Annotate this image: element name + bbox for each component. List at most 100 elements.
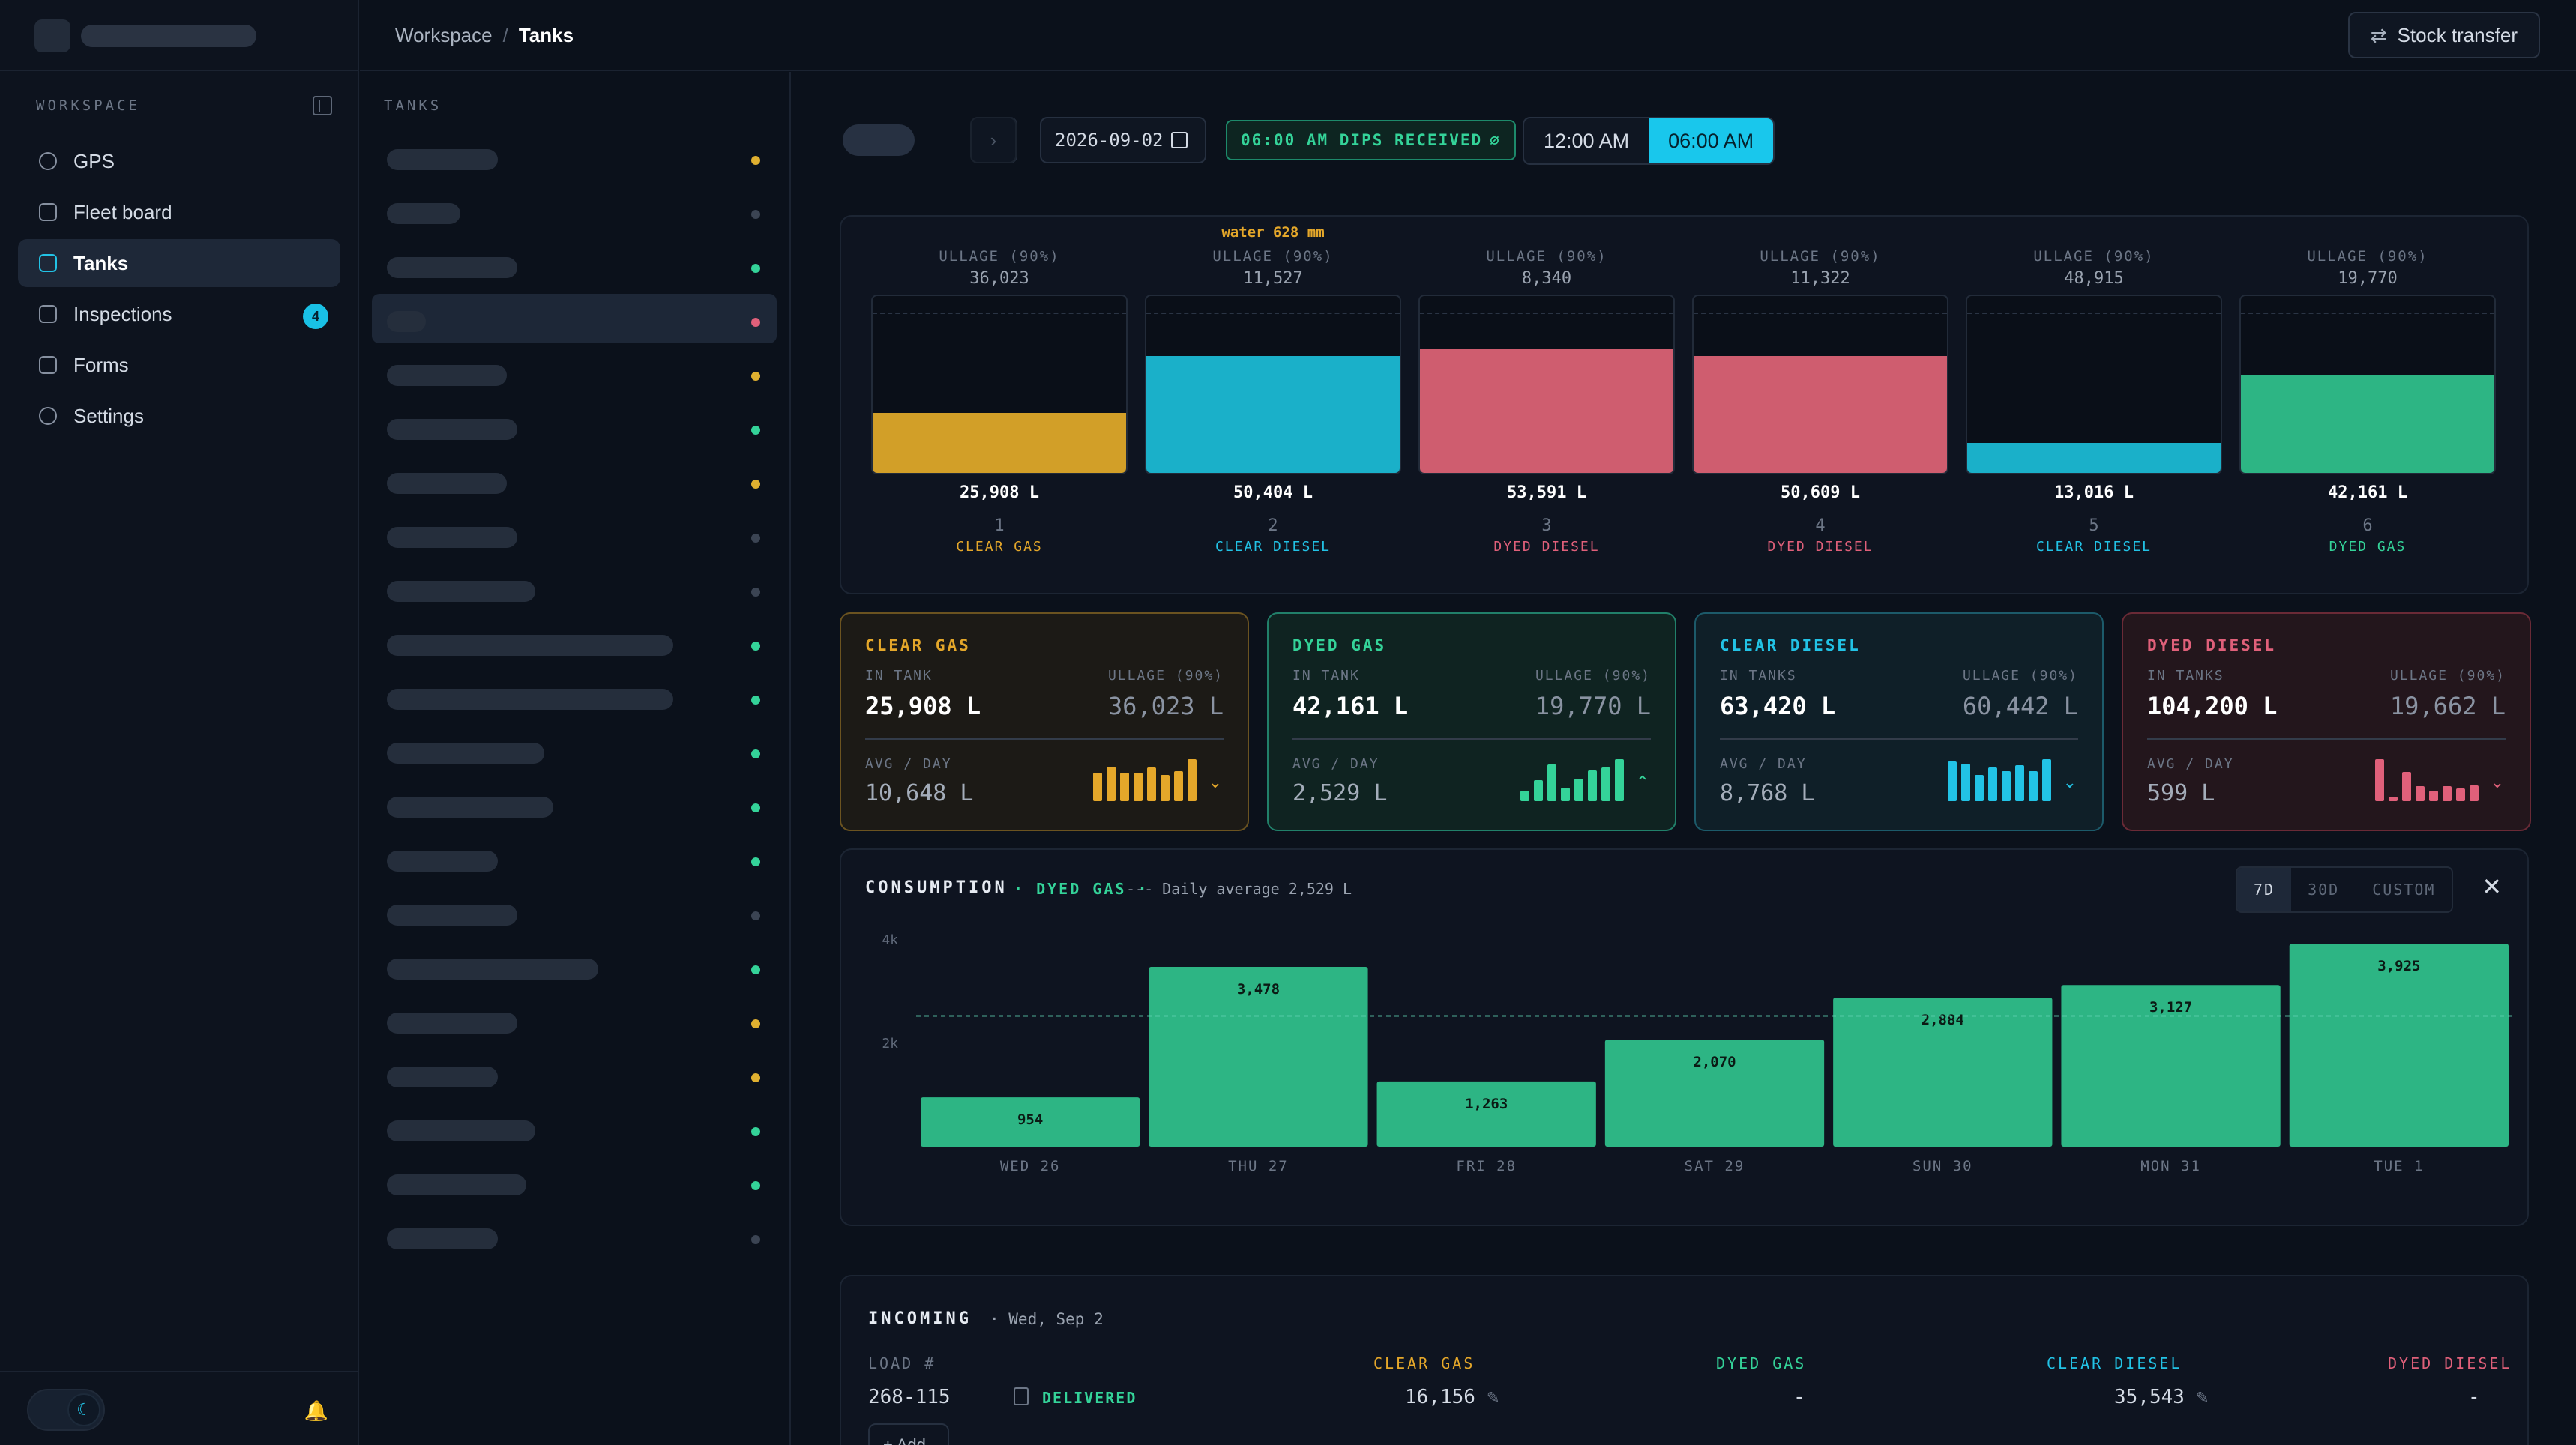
tank-gauge[interactable]: water 628 mm ULLAGE (90%) 11,527 50,404 L… [1145, 217, 1401, 596]
close-icon[interactable]: ✕ [2482, 873, 2502, 900]
consumption-bar[interactable] [2061, 985, 2281, 1147]
breadcrumb-workspace[interactable]: Workspace [395, 24, 493, 46]
tank-list-item[interactable] [372, 1103, 777, 1153]
column-header-load: LOAD # [868, 1354, 936, 1372]
tank-list-item[interactable] [372, 240, 777, 289]
tank-list-item[interactable] [372, 672, 777, 721]
collapse-sidebar-icon[interactable] [313, 96, 332, 115]
clear-diesel-amount[interactable]: 35,543 ✎ [2114, 1386, 2208, 1408]
tank-gauge[interactable]: ULLAGE (90%) 11,322 50,609 L 4 DYED DIES… [1692, 217, 1948, 596]
range-7d[interactable]: 7D [2237, 868, 2292, 911]
time-option-6am[interactable]: 06:00 AM [1649, 118, 1774, 163]
tank-fill-level [1420, 349, 1673, 473]
dips-status-badge[interactable]: 06:00 AM DIPS RECEIVED ⌀ [1226, 120, 1516, 160]
sidebar-item-inspections[interactable]: Inspections 4 [18, 290, 340, 338]
tank-fill-level [1146, 356, 1400, 473]
chevron-icon[interactable]: ⌃ [1635, 773, 1649, 791]
in-tank-label: IN TANK [865, 668, 933, 684]
product-name: DYED DIESEL [2147, 636, 2277, 654]
edit-icon[interactable]: ✎ [1487, 1386, 1499, 1408]
tank-fill-level [1967, 442, 2221, 473]
consumption-bar[interactable] [1376, 1081, 1596, 1147]
ullage-label: ULLAGE (90%) [1486, 248, 1607, 265]
consumption-bar[interactable] [1604, 1040, 1825, 1147]
ullage-value: 36,023 [969, 269, 1029, 288]
chevron-icon[interactable]: ⌄ [1208, 773, 1222, 791]
sidebar-item-label: Inspections [73, 302, 172, 325]
in-tank-value: 42,161 L [1292, 692, 1409, 720]
product-summary-card[interactable]: CLEAR GAS IN TANK ULLAGE (90%) 25,908 L … [840, 612, 1249, 831]
stock-transfer-button[interactable]: ⇄ Stock transfer [2347, 12, 2540, 58]
tank-list-item[interactable] [372, 132, 777, 181]
card-divider [1720, 738, 2078, 740]
sidebar-item-fleet-board[interactable]: Fleet board [18, 188, 340, 236]
sidebar-item-settings[interactable]: Settings [18, 392, 340, 440]
tank-gauge[interactable]: ULLAGE (90%) 36,023 25,908 L 1 CLEAR GAS [871, 217, 1128, 596]
tank-product-type: CLEAR DIESEL [2035, 539, 2152, 555]
load-number[interactable]: 268-115 [868, 1386, 951, 1408]
tank-list-item[interactable] [372, 1211, 777, 1261]
tank-list-item[interactable] [372, 887, 777, 937]
time-option-12am[interactable]: 12:00 AM [1544, 129, 1630, 152]
tank-list-item[interactable] [372, 564, 777, 613]
theme-toggle[interactable]: ☾ [27, 1389, 105, 1431]
tank-list-item[interactable] [372, 402, 777, 451]
tank-list-item[interactable] [372, 618, 777, 667]
tank-gauge[interactable]: ULLAGE (90%) 19,770 42,161 L 6 DYED GAS [2239, 217, 2496, 596]
tank-list-item[interactable] [372, 833, 777, 883]
date-picker[interactable]: 2026-09-02 [1040, 117, 1206, 163]
gps-icon [39, 152, 57, 170]
consumption-bar[interactable] [921, 1097, 1140, 1147]
chevron-icon[interactable]: ⌄ [2062, 773, 2077, 791]
bell-icon[interactable]: 🔔 [304, 1399, 329, 1422]
tank-list-item[interactable] [372, 456, 777, 505]
workspace-name-placeholder[interactable] [81, 25, 256, 47]
edit-icon[interactable]: ✎ [2196, 1386, 2209, 1408]
avg-day-label: AVG / DAY [1292, 756, 1379, 772]
sidebar-item-tanks[interactable]: Tanks [18, 239, 340, 287]
tank-name-placeholder [387, 1228, 498, 1249]
next-day-button[interactable]: › [970, 117, 1017, 163]
tank-list-item[interactable] [372, 779, 777, 829]
sparkline-bar [2002, 770, 2011, 801]
consumption-bar[interactable] [1149, 967, 1368, 1147]
y-tick-label: 2k [882, 1036, 898, 1052]
tank-list-item[interactable] [372, 725, 777, 775]
tank-list-item[interactable] [372, 995, 777, 1045]
product-summary-card[interactable]: CLEAR DIESEL IN TANKS ULLAGE (90%) 63,42… [1694, 612, 2104, 831]
sparkline-bar [2389, 797, 2398, 801]
add-load-button[interactable]: + Add [868, 1423, 949, 1445]
document-icon[interactable] [1014, 1387, 1029, 1405]
paperclip-icon: ⌀ [1490, 131, 1501, 149]
tank-list-item[interactable] [372, 1049, 777, 1099]
sidebar-item-forms[interactable]: Forms [18, 341, 340, 389]
tank-gauge[interactable]: ULLAGE (90%) 48,915 13,016 L 5 CLEAR DIE… [1966, 217, 2222, 596]
product-summary-card[interactable]: DYED GAS IN TANK ULLAGE (90%) 42,161 L 1… [1267, 612, 1676, 831]
max-fill-line [1967, 313, 2221, 314]
consumption-bar[interactable] [2289, 944, 2509, 1147]
range-custom[interactable]: CUSTOM [2372, 881, 2436, 899]
dips-status-text: 06:00 AM DIPS RECEIVED [1241, 131, 1483, 149]
tank-list-item[interactable] [372, 186, 777, 235]
site-selector-placeholder[interactable] [843, 124, 915, 156]
tank-list-item[interactable] [372, 1157, 777, 1207]
tank-icon [39, 254, 57, 272]
clear-gas-amount[interactable]: 16,156 ✎ [1405, 1386, 1499, 1408]
y-tick-label: 4k [882, 932, 898, 948]
tank-gauge[interactable]: ULLAGE (90%) 8,340 53,591 L 3 DYED DIESE… [1418, 217, 1675, 596]
range-30d[interactable]: 30D [2308, 881, 2340, 899]
x-tick-label: THU 27 [1228, 1158, 1289, 1174]
tank-list-item[interactable] [372, 510, 777, 559]
tank-product-type: CLEAR GAS [956, 539, 1043, 555]
consumption-bar[interactable] [1833, 998, 2053, 1147]
chevron-icon[interactable]: ⌄ [2490, 773, 2504, 791]
tank-status-dot [751, 857, 760, 866]
workspace-logo[interactable] [34, 19, 70, 52]
tank-status-dot [751, 1019, 760, 1028]
product-summary-card[interactable]: DYED DIESEL IN TANKS ULLAGE (90%) 104,20… [2122, 612, 2531, 831]
tank-list-item[interactable] [372, 348, 777, 397]
main-content: ‹ 2026-09-02 06:00 AM DIPS RECEIVED⌀ 12:… [792, 72, 2576, 1445]
sidebar-item-gps[interactable]: GPS [18, 137, 340, 185]
tank-list-item[interactable] [372, 941, 777, 991]
tank-list-item[interactable] [372, 294, 777, 343]
